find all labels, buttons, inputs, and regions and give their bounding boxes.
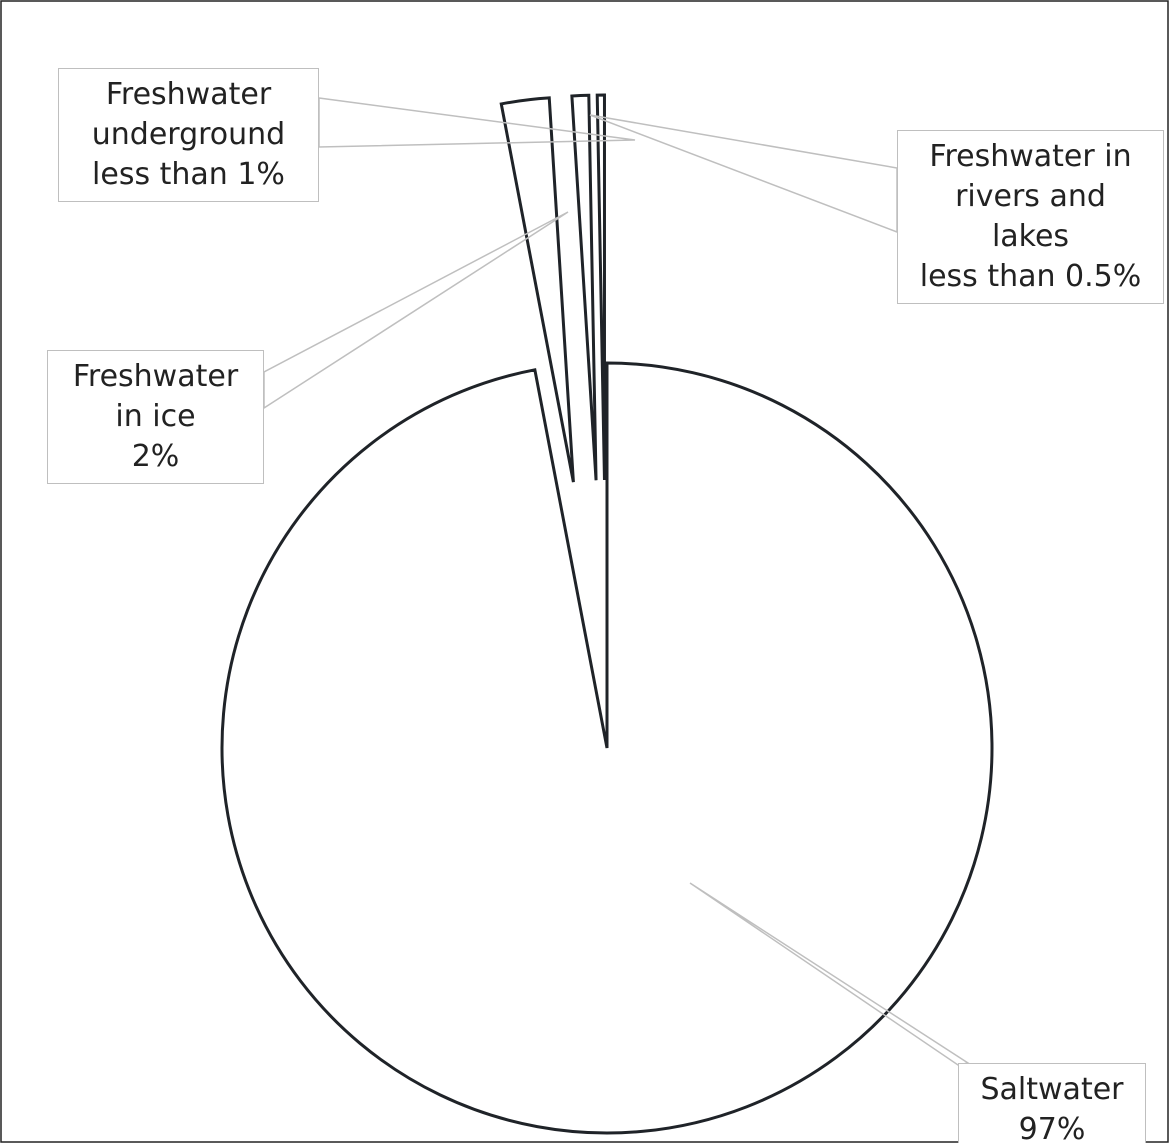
label-category: Freshwater in ice — [72, 359, 239, 434]
data-label: Freshwater in rivers and lakes less than … — [897, 130, 1164, 304]
label-value: less than 0.5% — [919, 259, 1142, 294]
pie-slice — [220, 361, 994, 1135]
label-value: 97% — [1018, 1112, 1086, 1143]
pie-slice — [595, 93, 606, 481]
leader-line — [589, 114, 898, 234]
data-label: Saltwater 97% — [958, 1063, 1146, 1143]
pie — [220, 93, 994, 1135]
label-category: Freshwater underground — [91, 77, 286, 152]
leader-line — [318, 97, 636, 148]
label-category: Freshwater in rivers and lakes — [929, 139, 1132, 254]
pie-slice — [570, 93, 598, 481]
label-value: less than 1% — [92, 157, 285, 192]
label-category: Saltwater — [980, 1072, 1124, 1107]
data-label: Freshwater in ice 2% — [47, 350, 264, 484]
leader-line — [263, 211, 569, 410]
data-label: Freshwater underground less than 1% — [58, 68, 319, 202]
label-value: 2% — [131, 439, 180, 474]
pie-slice — [499, 96, 575, 483]
